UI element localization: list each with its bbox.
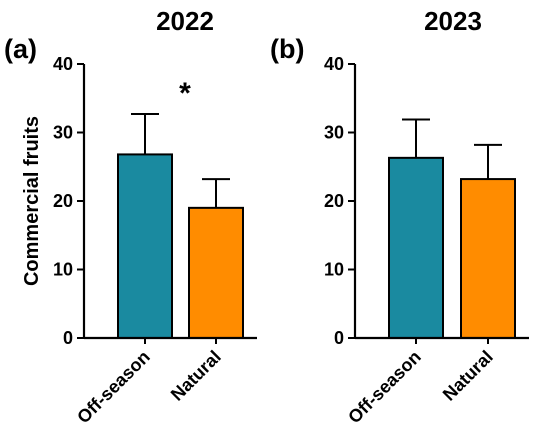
- panel-b-title: 2023: [424, 6, 482, 36]
- panel-b-plot: 0 10 20 30 40 Off-season Natural: [324, 54, 529, 427]
- panel-a-x-tick-label-1: Off-season: [73, 347, 154, 428]
- panel-a-y-tick-label-20: 20: [53, 191, 73, 211]
- panel-b: (b) 2023 0 10 20 30 40 Off-season Natural: [270, 6, 529, 427]
- panel-a-title: 2022: [156, 6, 214, 36]
- panel-b-y-tick-label-30: 30: [324, 123, 344, 143]
- panel-b-bar-1: [388, 156, 444, 339]
- panel-a-y-tick-label-40: 40: [53, 54, 73, 74]
- panel-a-y-tick-label-0: 0: [63, 328, 73, 348]
- panel-b-y-tick-label-0: 0: [334, 328, 344, 348]
- panel-a-label: (a): [4, 34, 37, 64]
- panel-a: (a) 2022 Commercial fruits 0 10 20 30 40 Off-…: [4, 6, 257, 427]
- panel-a-y-tick-label-30: 30: [53, 123, 73, 143]
- panel-b-y-tick-label-20: 20: [324, 191, 344, 211]
- panel-b-bar-2: [460, 178, 516, 339]
- panel-a-y-axis-label: Commercial fruits: [21, 116, 43, 286]
- panel-a-plot: 0 10 20 30 40 Off-season Natural *: [53, 54, 257, 427]
- panel-a-bar-2: [188, 206, 244, 339]
- panel-b-label: (b): [270, 34, 304, 64]
- panel-a-bar-1: [117, 153, 173, 339]
- panel-a-y-tick-label-10: 10: [53, 260, 73, 280]
- panel-a-x-tick-label-2: Natural: [167, 347, 225, 405]
- panel-a-significance-marker: *: [179, 77, 191, 110]
- panel-b-x-tick-label-2: Natural: [439, 347, 497, 405]
- panel-b-x-tick-label-1: Off-season: [344, 347, 425, 428]
- panel-b-y-tick-label-40: 40: [324, 54, 344, 74]
- panel-b-y-tick-label-10: 10: [324, 260, 344, 280]
